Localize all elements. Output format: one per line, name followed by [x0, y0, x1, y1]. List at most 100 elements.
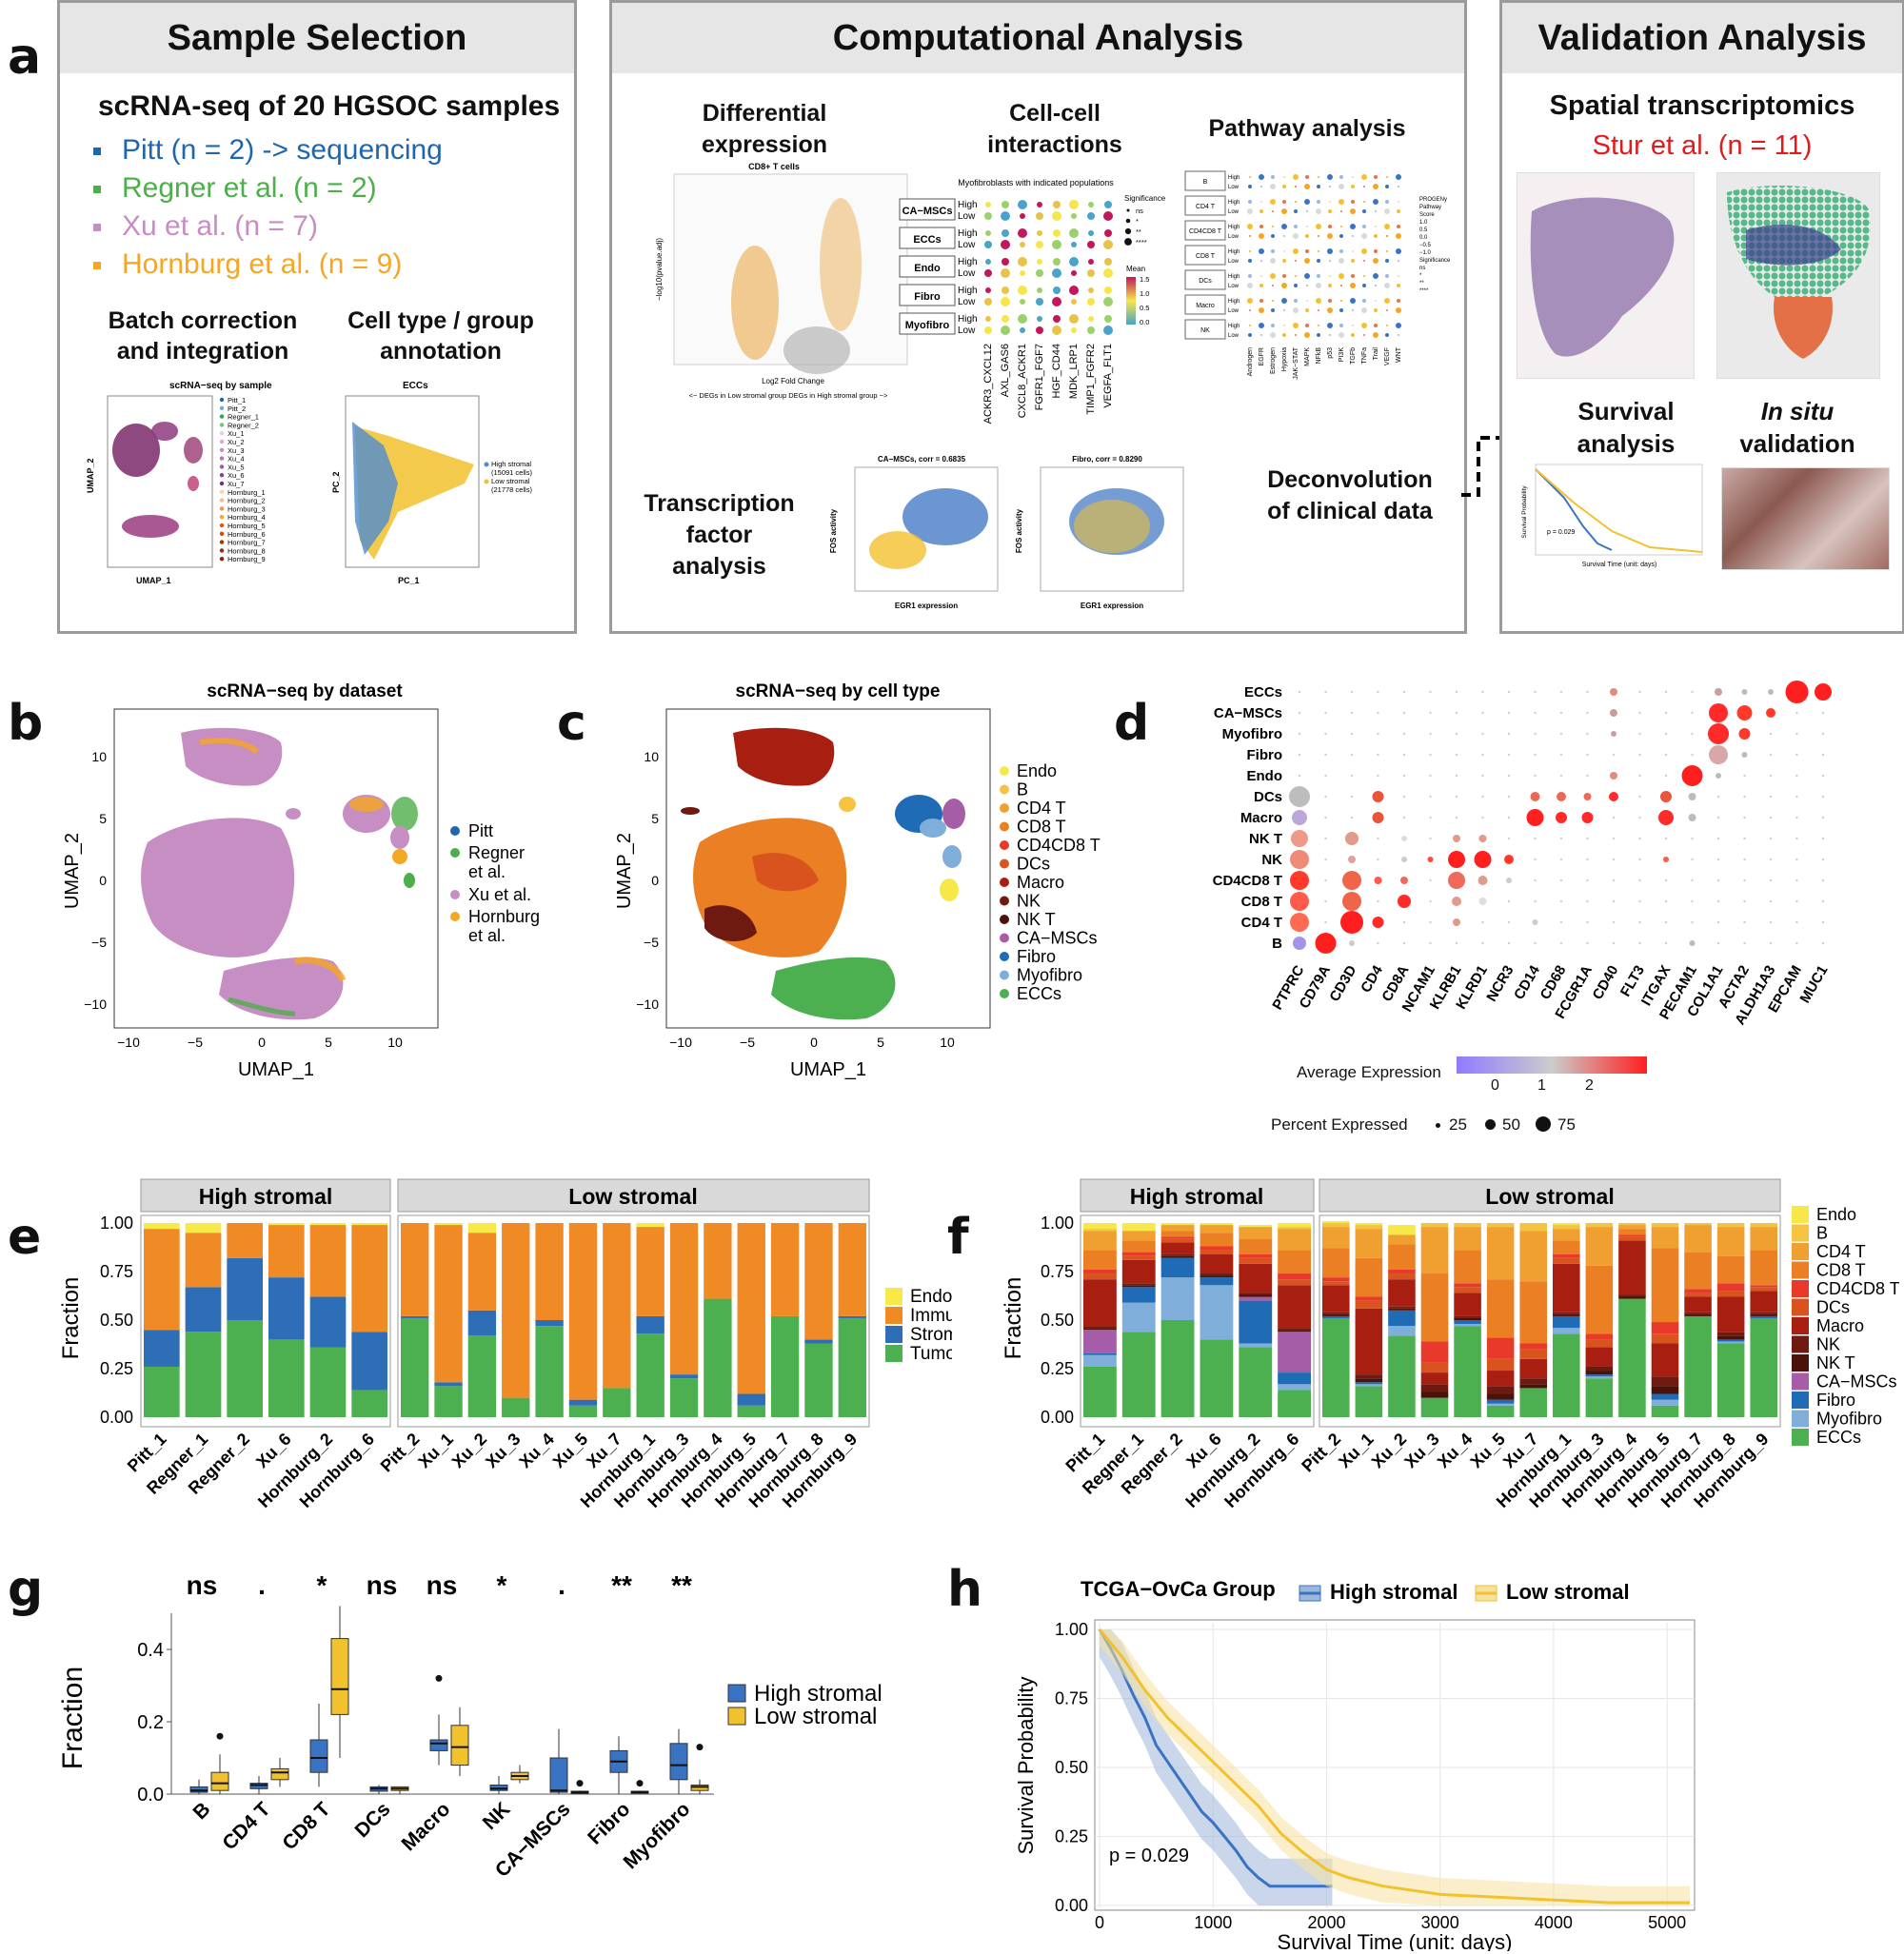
d-row-label: Endo — [1247, 768, 1283, 784]
d-dot — [1691, 732, 1694, 736]
d-dot — [1559, 837, 1563, 840]
d-avg-colorbar — [1457, 1056, 1647, 1074]
path-dot — [1282, 185, 1286, 188]
d-dot — [1586, 774, 1589, 778]
d-dot — [1350, 711, 1354, 715]
bar-segment — [1486, 1223, 1515, 1228]
path-dot — [1398, 334, 1399, 336]
d-dot — [1507, 795, 1511, 799]
bar-segment — [467, 1335, 497, 1417]
d-dot — [1348, 856, 1356, 863]
d-dot — [1290, 871, 1309, 890]
d-row-label: Fibro — [1247, 747, 1283, 763]
c-legend-dot — [1000, 859, 1009, 869]
d-avg-tick-0: 0 — [1491, 1077, 1499, 1094]
cci-dot — [1018, 257, 1027, 266]
cci-title: Cell-cell interactions — [987, 100, 1122, 158]
bar-segment — [568, 1405, 598, 1417]
d-dot — [1324, 837, 1327, 840]
volcano-plot: CD8+ T cells Log2 Fold Change −log10(pva… — [655, 162, 908, 400]
d-dot — [1481, 941, 1484, 945]
e-legend-swatch — [885, 1326, 902, 1343]
bar-segment — [1420, 1223, 1449, 1228]
g-y-tick: 0.2 — [137, 1712, 164, 1733]
y-tick-label: 1.00 — [1041, 1214, 1074, 1233]
bar-segment — [1716, 1255, 1745, 1284]
d-dot — [1612, 753, 1616, 757]
d-dot — [1716, 899, 1720, 903]
cci-group-box — [899, 284, 956, 306]
y-tick-label: 0.50 — [100, 1311, 133, 1330]
bar-segment — [1278, 1332, 1311, 1373]
bar-segment — [1486, 1403, 1515, 1406]
bar-segment — [434, 1225, 463, 1383]
path-dot — [1327, 248, 1333, 254]
path-dot — [1374, 249, 1378, 253]
d-pct-dot-small — [1436, 1123, 1440, 1128]
cci-sig-label: * — [1136, 217, 1139, 226]
tf-scatter-fibro: Fibro, corr = 0.8290 EGR1 expression FOS… — [1015, 455, 1184, 610]
pca-legend-low-cells: (21778 cells) — [491, 485, 532, 494]
umap-y-tick: 0 — [651, 873, 659, 888]
y-tick-label: 0.75 — [1041, 1262, 1074, 1281]
d-dot — [1350, 753, 1354, 757]
d-dot — [1291, 830, 1308, 847]
path-dot — [1385, 333, 1389, 337]
path-dot — [1293, 323, 1299, 328]
bar-segment — [1355, 1382, 1383, 1385]
path-dot — [1386, 235, 1388, 237]
umap-x-tick: −10 — [669, 1035, 692, 1050]
d-dot — [1292, 810, 1307, 825]
sample-title: scRNA-seq of 20 HGSOC samples — [98, 90, 561, 122]
e-legend-swatch — [885, 1288, 902, 1305]
d-dot — [1586, 711, 1589, 715]
path-dot — [1293, 174, 1299, 180]
panel-b-umap-dataset: scRNA−seq by dataset −10 −5 0 5 101050−5−10 … — [62, 681, 540, 1080]
d-dot — [1581, 812, 1594, 823]
d-dot — [1481, 774, 1484, 778]
bar-segment — [1486, 1358, 1515, 1372]
cci-hl-low: Low — [958, 211, 976, 222]
path-dot — [1350, 298, 1356, 304]
d-dot — [1586, 732, 1589, 736]
d-dot — [1586, 753, 1589, 757]
path-dot — [1259, 174, 1264, 180]
x-sample-label: Xu_2 — [448, 1430, 491, 1472]
c-legend-dot — [1000, 766, 1009, 776]
d-dot — [1448, 851, 1465, 868]
cci-dot — [1037, 287, 1042, 293]
mini-km-plot: p = 0.029 Survival Probability Survival … — [1521, 464, 1703, 568]
bar-segment — [1083, 1330, 1117, 1353]
d-dot — [1612, 941, 1616, 945]
x-sample-label: Xu_1 — [1335, 1430, 1378, 1472]
y-tick-label: 0.00 — [1041, 1408, 1074, 1427]
c-ylabel: UMAP_2 — [614, 833, 635, 909]
bar-segment — [1083, 1352, 1117, 1355]
cci-dot — [1001, 268, 1010, 278]
scatter1-xlabel: EGR1 expression — [895, 602, 958, 610]
d-dot — [1638, 795, 1641, 799]
path-dot — [1396, 323, 1401, 328]
path-dot — [1327, 233, 1333, 239]
cci-dot — [984, 326, 992, 334]
bar-segment — [1239, 1300, 1273, 1344]
bar-segment — [636, 1333, 664, 1417]
path-dot — [1386, 309, 1388, 311]
path-dot — [1272, 210, 1274, 212]
path-dot — [1306, 300, 1308, 302]
d-dot — [1429, 795, 1432, 799]
path-x-label: p53 — [1327, 347, 1334, 359]
path-dot — [1248, 185, 1252, 188]
bar-segment — [603, 1223, 631, 1389]
path-dot — [1249, 309, 1251, 311]
path-dot — [1259, 225, 1263, 228]
bar-segment — [1388, 1306, 1416, 1309]
path-dot — [1272, 300, 1274, 302]
x-sample-label: Pitt_2 — [1298, 1430, 1344, 1476]
umap-x-tick: −5 — [188, 1035, 203, 1050]
g-sig-label: . — [258, 1570, 266, 1600]
g-sig-label: ** — [671, 1570, 692, 1600]
path-x-label: TNFa — [1361, 347, 1368, 365]
bar-segment — [1716, 1291, 1745, 1297]
bar-segment — [704, 1298, 732, 1417]
